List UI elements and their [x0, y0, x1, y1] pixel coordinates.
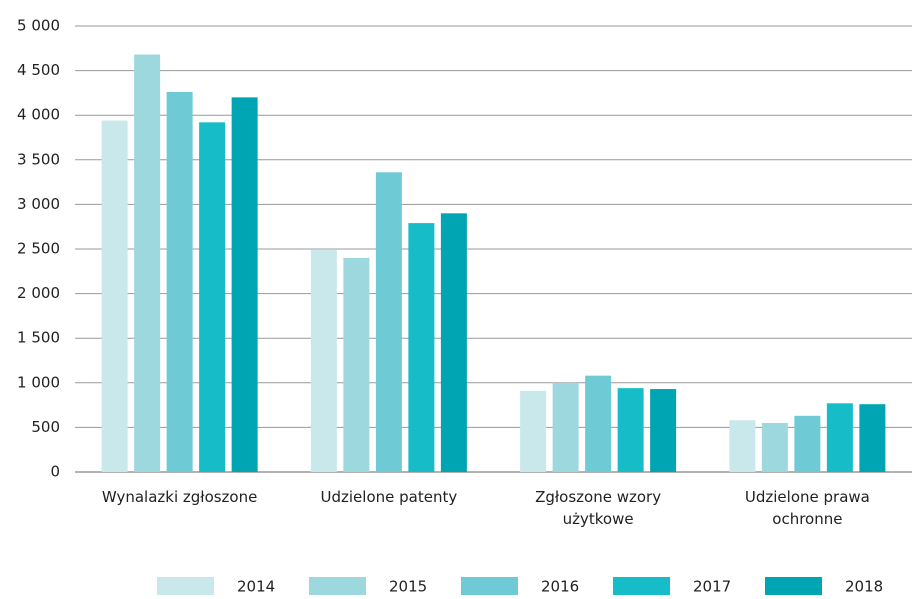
bar: [552, 382, 579, 472]
legend-swatch: [461, 577, 518, 595]
y-tick-label: 500: [31, 418, 60, 436]
y-tick-label: 4 500: [17, 61, 60, 79]
bar: [101, 120, 128, 472]
y-tick-label: 1 500: [17, 329, 60, 347]
legend-swatch: [157, 577, 214, 595]
bar: [761, 422, 788, 472]
bar: [231, 97, 258, 473]
y-tick-label: 1 000: [17, 373, 60, 391]
bar: [729, 420, 756, 472]
bar: [310, 249, 337, 472]
y-tick-label: 0: [50, 463, 60, 481]
bar: [826, 403, 853, 472]
x-tick-label: Zgłoszone wzory użytkowe: [535, 488, 662, 528]
bar: [585, 375, 612, 472]
bar: [520, 390, 547, 472]
legend-label: 2018: [845, 578, 883, 596]
y-tick-label: 3 000: [17, 195, 60, 213]
bar: [343, 257, 370, 472]
y-tick-label: 2 000: [17, 284, 60, 302]
bar: [134, 54, 161, 472]
bar: [650, 389, 677, 472]
x-tick-label: Udzielone prawa ochronne: [744, 488, 870, 528]
bar: [375, 172, 402, 472]
x-tick-label: Udzielone patenty: [320, 488, 458, 506]
y-tick-label: 2 500: [17, 240, 60, 258]
bar: [166, 92, 193, 473]
legend-label: 2014: [237, 578, 275, 596]
bar: [199, 122, 226, 472]
y-tick-label: 4 000: [17, 106, 60, 124]
bar: [408, 223, 435, 472]
bar: [794, 415, 821, 472]
y-tick-label: 5 000: [17, 17, 60, 35]
bar: [440, 213, 467, 472]
legend-label: 2016: [541, 578, 579, 596]
x-tick-label: Wynalazki zgłoszone: [101, 488, 258, 506]
legend-label: 2017: [693, 578, 731, 596]
bar: [617, 388, 644, 472]
y-tick-label: 3 500: [17, 150, 60, 168]
legend-label: 2015: [389, 578, 427, 596]
legend-swatch: [765, 577, 822, 595]
legend-swatch: [309, 577, 366, 595]
legend-swatch: [613, 577, 670, 595]
bar: [859, 404, 886, 472]
